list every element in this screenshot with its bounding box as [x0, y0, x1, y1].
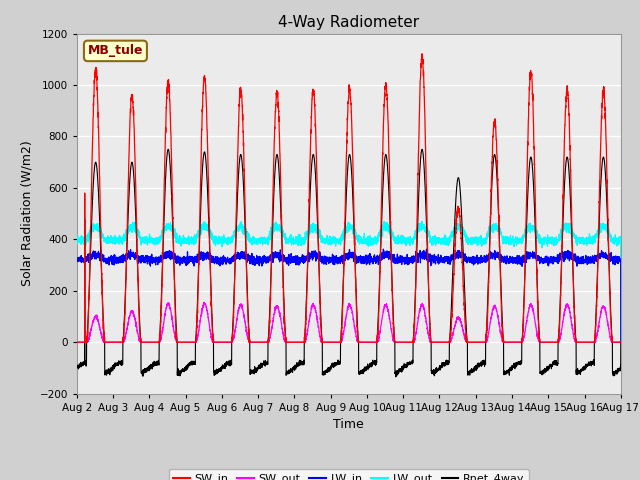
- Legend: SW_in, SW_out, LW_in, LW_out, Rnet_4way: SW_in, SW_out, LW_in, LW_out, Rnet_4way: [169, 469, 529, 480]
- Title: 4-Way Radiometer: 4-Way Radiometer: [278, 15, 419, 30]
- Y-axis label: Solar Radiation (W/m2): Solar Radiation (W/m2): [21, 141, 34, 287]
- Text: MB_tule: MB_tule: [88, 44, 143, 58]
- X-axis label: Time: Time: [333, 418, 364, 431]
